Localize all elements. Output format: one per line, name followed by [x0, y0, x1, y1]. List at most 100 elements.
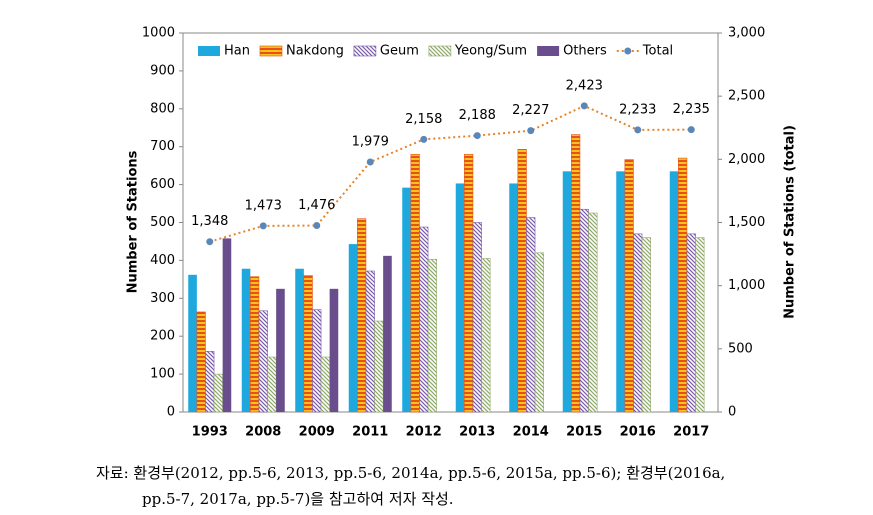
bar	[517, 149, 527, 413]
data-label: 2,188	[459, 108, 496, 123]
y2-tick-label: 1,000	[728, 278, 765, 293]
bar	[357, 218, 367, 413]
chart: Number of Stations Number of Stations (t…	[126, 26, 798, 440]
bar	[188, 274, 197, 412]
legend-swatch	[428, 45, 452, 57]
y2-axis-label: Number of Stations (total)	[783, 125, 798, 319]
bar	[205, 351, 215, 413]
bar	[678, 157, 688, 413]
bar	[571, 134, 581, 413]
bar	[222, 238, 232, 412]
legend-label: Geum	[380, 44, 419, 59]
bar	[213, 373, 223, 413]
x-tick-label: 2017	[673, 425, 709, 440]
bar	[669, 171, 679, 412]
y-tick-label: 900	[150, 63, 175, 78]
bar	[276, 288, 285, 412]
legend-label: Others	[563, 44, 607, 59]
bar	[455, 183, 465, 412]
bar	[588, 212, 598, 413]
x-tick-label: 2012	[406, 425, 442, 440]
bar	[481, 258, 491, 413]
x-tick-label: 2014	[513, 425, 549, 440]
legend-label: Yeong/Sum	[454, 44, 527, 59]
bar	[383, 255, 392, 412]
bar	[348, 244, 358, 412]
data-label: 2,227	[512, 103, 549, 118]
x-tick-label: 2009	[299, 425, 335, 440]
bar	[427, 258, 437, 413]
y-tick-label: 100	[150, 367, 175, 382]
y-axis-label: Number of Stations	[126, 150, 141, 293]
bar	[303, 275, 313, 413]
data-label: 1,473	[245, 198, 282, 213]
data-label: 2,233	[619, 102, 656, 117]
bar	[633, 233, 643, 413]
legend-swatch	[537, 46, 560, 56]
bar	[686, 233, 696, 413]
y2-tick-label: 0	[728, 405, 736, 420]
y-tick-label: 800	[150, 101, 175, 116]
line-marker	[259, 222, 267, 230]
bar	[419, 226, 429, 413]
bar	[241, 268, 251, 412]
x-tick-label: 2011	[352, 425, 388, 440]
bar	[616, 171, 625, 412]
legend-swatch	[624, 47, 632, 55]
bar	[258, 310, 268, 413]
line-marker	[473, 132, 481, 140]
data-label: 2,423	[566, 78, 603, 93]
bar	[695, 237, 705, 413]
bar	[374, 320, 384, 413]
data-label: 2,235	[673, 102, 710, 117]
bar	[365, 270, 375, 413]
bar	[320, 356, 330, 413]
line-marker	[634, 126, 642, 134]
x-tick-label: 2016	[620, 425, 656, 440]
y-tick-label: 700	[150, 139, 175, 154]
legend-swatch	[353, 45, 377, 57]
bar	[402, 187, 411, 412]
line-marker	[366, 158, 374, 166]
y2-tick-label: 500	[728, 341, 753, 356]
y-tick-label: 400	[150, 253, 175, 268]
y-tick-label: 500	[150, 215, 175, 230]
line	[209, 104, 692, 243]
line-marker	[420, 135, 428, 143]
y2-tick-label: 1,500	[728, 215, 765, 230]
bar	[464, 153, 474, 413]
x-tick-label: 2008	[245, 425, 281, 440]
bar	[562, 171, 572, 412]
bar	[410, 153, 420, 413]
line-marker	[206, 238, 214, 246]
y-tick-label: 200	[150, 329, 175, 344]
y-tick-label: 0	[167, 405, 175, 420]
bar	[624, 159, 634, 413]
x-tick-label: 1993	[192, 425, 228, 440]
x-tick-label: 2013	[459, 425, 495, 440]
bar	[472, 222, 482, 413]
y-tick-label: 300	[150, 291, 175, 306]
bar	[534, 252, 544, 413]
bar	[312, 309, 322, 413]
bar	[509, 183, 518, 412]
bar	[579, 208, 589, 413]
bar	[295, 268, 304, 412]
caption-line: 자료: 환경부(2012, pp.5-6, 2013, pp.5-6, 2014…	[96, 464, 726, 482]
x-tick-label: 2015	[566, 425, 602, 440]
line-marker	[527, 127, 535, 135]
legend-label: Han	[224, 44, 250, 59]
y-tick-label: 600	[150, 177, 175, 192]
bar	[267, 356, 277, 413]
y-tick-label: 1000	[142, 26, 175, 41]
line-marker	[580, 102, 588, 110]
data-label: 1,348	[191, 214, 228, 229]
caption-line: pp.5-7, 2017a, pp.5-7)을 참고하여 저자 작성.	[142, 490, 454, 508]
bar	[250, 276, 260, 413]
bar	[526, 217, 536, 413]
y2-tick-label: 2,500	[728, 89, 765, 104]
bar	[329, 288, 339, 412]
legend-swatch	[198, 46, 220, 56]
legend-swatch	[259, 45, 283, 57]
